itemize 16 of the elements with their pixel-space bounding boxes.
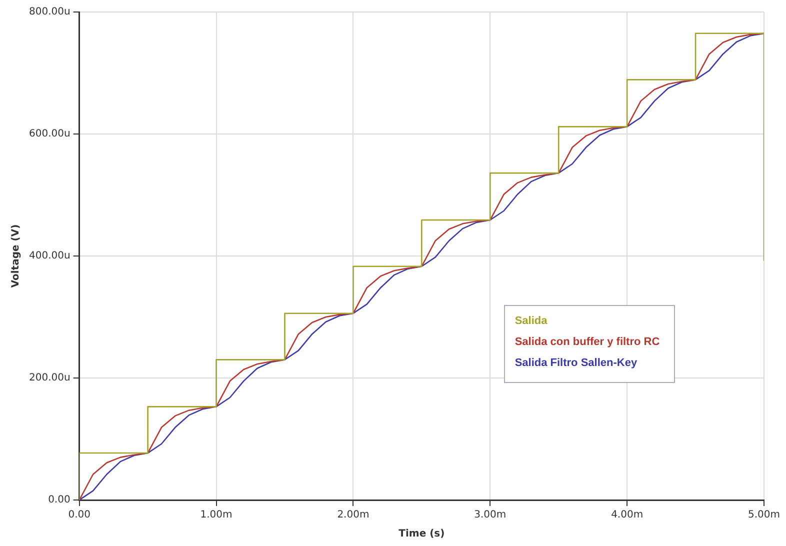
y-tick-label: 600.00u bbox=[29, 128, 70, 140]
x-tick-label: 5.00m bbox=[748, 510, 780, 521]
text: Salida Filtro Sallen-Key bbox=[514, 356, 638, 369]
text: Salida con buffer y filtro RC bbox=[514, 336, 660, 348]
y-tick-label: 800.00u bbox=[29, 6, 70, 18]
text: Salida bbox=[514, 314, 548, 327]
x-tick-label: 1.00m bbox=[200, 510, 232, 521]
x-tick-label: 2.00m bbox=[337, 510, 370, 521]
y-tick-label: 400.00u bbox=[29, 250, 70, 262]
x-tick-label: 3.00m bbox=[474, 510, 506, 521]
y-axis-title: Voltage (V) bbox=[10, 224, 22, 288]
x-tick-label: 4.00m bbox=[611, 510, 644, 521]
y-tick-label: 0.00 bbox=[48, 494, 70, 506]
x-tick-label: 0.00 bbox=[68, 510, 90, 521]
y-tick-label: 200.00u bbox=[29, 372, 70, 384]
x-axis-title: Time (s) bbox=[398, 528, 445, 540]
